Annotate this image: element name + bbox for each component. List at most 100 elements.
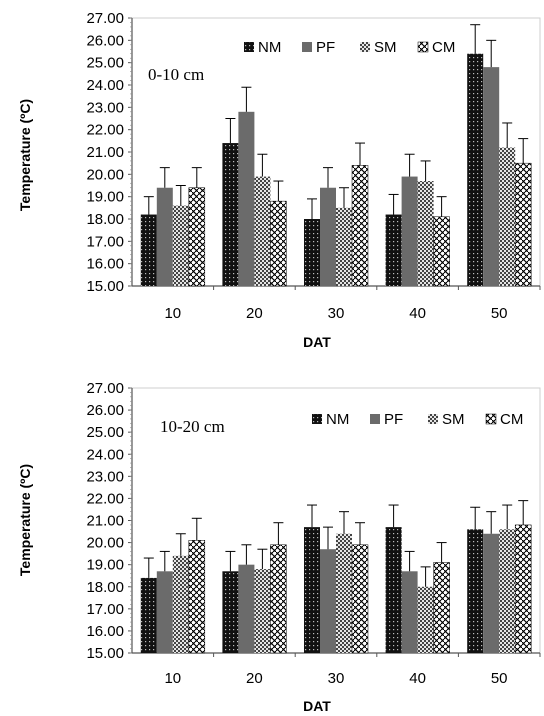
y-tick-label: 22.00	[86, 490, 124, 507]
y-tick-label: 26.00	[86, 402, 124, 419]
x-axis-label-bottom: DAT	[303, 698, 331, 714]
bar-cm-20	[270, 200, 287, 287]
bar-pf-20	[238, 111, 255, 286]
y-tick-label: 24.00	[86, 77, 124, 94]
legend-label-pf: PF	[316, 39, 335, 56]
bar-pf-40	[401, 571, 418, 653]
legend-top: NM PF SM CM	[244, 39, 455, 56]
bar-pf-50	[483, 533, 500, 653]
legend-label-sm: SM	[374, 39, 397, 56]
bar-pf-10	[156, 187, 173, 286]
bar-cm-50	[514, 524, 532, 654]
chart-panel-top: Temperature (ºC) 15.00 16.00 17.00 18.00 19.…	[17, 10, 541, 350]
legend-label-cm: CM	[500, 411, 523, 428]
y-tick-label: 16.00	[86, 623, 124, 640]
bar-nm-40	[385, 214, 402, 286]
bar-cm-40	[433, 216, 450, 287]
bar-pf-10	[156, 571, 173, 653]
bar-pf-30	[320, 549, 336, 653]
y-tick-label: 21.00	[86, 144, 124, 161]
bar-nm-50	[467, 529, 484, 653]
bar-sm-40	[417, 586, 434, 653]
legend-label-sm: SM	[442, 411, 465, 428]
bar-pf-20	[238, 564, 255, 653]
x-tick-label: 10	[164, 305, 181, 322]
panel-label-top: 0-10 cm	[148, 65, 204, 84]
bar-nm-20	[222, 571, 239, 653]
bar-sm-10	[172, 555, 189, 653]
legend-swatch-nm	[244, 42, 254, 52]
plot-area-bottom	[128, 387, 541, 657]
bar-nm-40	[385, 527, 402, 653]
y-tick-label: 15.00	[86, 278, 124, 295]
bar-cm-40	[433, 562, 450, 654]
bar-sm-10	[172, 205, 189, 286]
x-tick-label: 50	[491, 670, 508, 687]
bar-sm-40	[417, 181, 434, 286]
legend-swatch-sm	[428, 414, 438, 424]
plot-frame	[132, 17, 541, 286]
y-tick-label: 15.00	[86, 645, 124, 662]
y-tick-label: 23.00	[86, 468, 124, 485]
y-axis-label-bottom: Temperature (ºC)	[17, 464, 33, 576]
legend-label-nm: NM	[258, 39, 281, 56]
chart-panel-bottom: Temperature (ºC) 15.00 16.00 17.00 18.00 19.…	[17, 380, 541, 714]
y-tick-label: 26.00	[86, 32, 124, 49]
legend-label-pf: PF	[384, 411, 403, 428]
x-tick-label: 30	[328, 670, 345, 687]
y-tick-label: 19.00	[86, 557, 124, 574]
y-tick-label: 22.00	[86, 122, 124, 139]
legend-label-nm: NM	[326, 411, 349, 428]
bar-cm-30	[351, 544, 369, 654]
bar-sm-50	[499, 147, 516, 286]
bar-nm-20	[222, 143, 239, 286]
legend-swatch-cm	[417, 41, 429, 53]
bar-nm-10	[140, 214, 157, 286]
bar-cm-10	[188, 187, 206, 287]
y-tick-label: 27.00	[86, 380, 124, 397]
plot-frame	[132, 387, 541, 653]
x-tick-label: 40	[409, 305, 426, 322]
bar-cm-50	[514, 162, 532, 287]
x-axis-label-top: DAT	[303, 334, 331, 350]
bar-cm-20	[270, 544, 287, 654]
y-tick-label: 19.00	[86, 189, 124, 206]
bar-pf-50	[483, 67, 500, 286]
bar-sm-20	[254, 176, 271, 286]
y-tick-label: 27.00	[86, 10, 124, 27]
x-tick-label: 10	[164, 670, 181, 687]
x-tick-label: 30	[328, 305, 345, 322]
y-tick-label: 21.00	[86, 513, 124, 530]
legend-swatch-pf	[370, 414, 380, 424]
bar-sm-30	[336, 533, 352, 653]
y-tick-label: 18.00	[86, 211, 124, 228]
legend-label-cm: CM	[432, 39, 455, 56]
y-tick-label: 24.00	[86, 446, 124, 463]
bar-sm-30	[336, 207, 352, 286]
y-tick-labels-bottom: 15.00 16.00 17.00 18.00 19.00 20.00 21.00 22.00…	[86, 380, 124, 662]
x-tick-labels-top: 10 20 30 40 50	[164, 305, 507, 322]
bar-cm-10	[188, 540, 206, 654]
bar-nm-50	[467, 53, 484, 286]
y-tick-label: 25.00	[86, 424, 124, 441]
y-tick-label: 17.00	[86, 601, 124, 618]
bar-nm-10	[140, 577, 157, 653]
y-axis-label-top: Temperature (ºC)	[17, 99, 33, 211]
legend-swatch-cm	[485, 413, 497, 425]
bar-cm-30	[351, 165, 369, 287]
x-tick-label: 40	[409, 670, 426, 687]
x-tick-label: 20	[246, 305, 263, 322]
y-tick-label: 20.00	[86, 535, 124, 552]
legend-swatch-pf	[302, 42, 312, 52]
panel-label-bottom: 10-20 cm	[160, 417, 225, 436]
y-tick-label: 18.00	[86, 579, 124, 596]
legend-swatch-sm	[360, 42, 370, 52]
y-tick-label: 20.00	[86, 166, 124, 183]
y-tick-label: 25.00	[86, 55, 124, 72]
legend-bottom: NM PF SM CM	[312, 411, 523, 428]
bar-sm-20	[254, 569, 271, 653]
bar-sm-50	[499, 529, 516, 653]
y-tick-label: 17.00	[86, 233, 124, 250]
y-tick-label: 16.00	[86, 256, 124, 273]
